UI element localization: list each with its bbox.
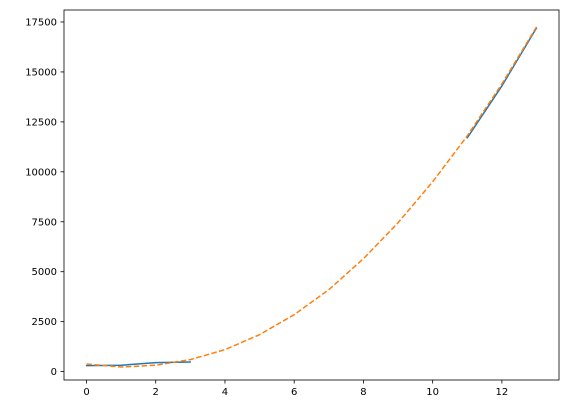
plot-lines xyxy=(85,26,538,368)
x-tick-label: 10 xyxy=(426,387,439,398)
axes-frame xyxy=(63,9,560,381)
y-tick-label: 7500 xyxy=(32,217,57,228)
x-tick-label: 4 xyxy=(222,387,228,398)
y-tick-label: 0 xyxy=(51,367,57,378)
y-tick-label: 5000 xyxy=(32,267,57,278)
y-tick-label: 15000 xyxy=(25,67,57,78)
series-2-line-segment-1 xyxy=(86,26,538,368)
axes-border xyxy=(63,9,560,381)
x-tick-label: 12 xyxy=(496,387,509,398)
y-tick-label: 17500 xyxy=(25,17,57,28)
y-tick-label: 10000 xyxy=(25,167,57,178)
x-tick-label: 2 xyxy=(153,387,159,398)
y-tick-label: 12500 xyxy=(25,117,57,128)
x-axis-ticks: 0 2 4 6 8 10 12 xyxy=(83,380,508,398)
x-tick-label: 6 xyxy=(291,387,297,398)
x-tick-label: 0 xyxy=(83,387,89,398)
y-tick-label: 2500 xyxy=(32,317,57,328)
y-axis-ticks: 0 2500 5000 7500 10000 12500 15000 17500 xyxy=(25,17,64,378)
x-tick-label: 8 xyxy=(360,387,366,398)
